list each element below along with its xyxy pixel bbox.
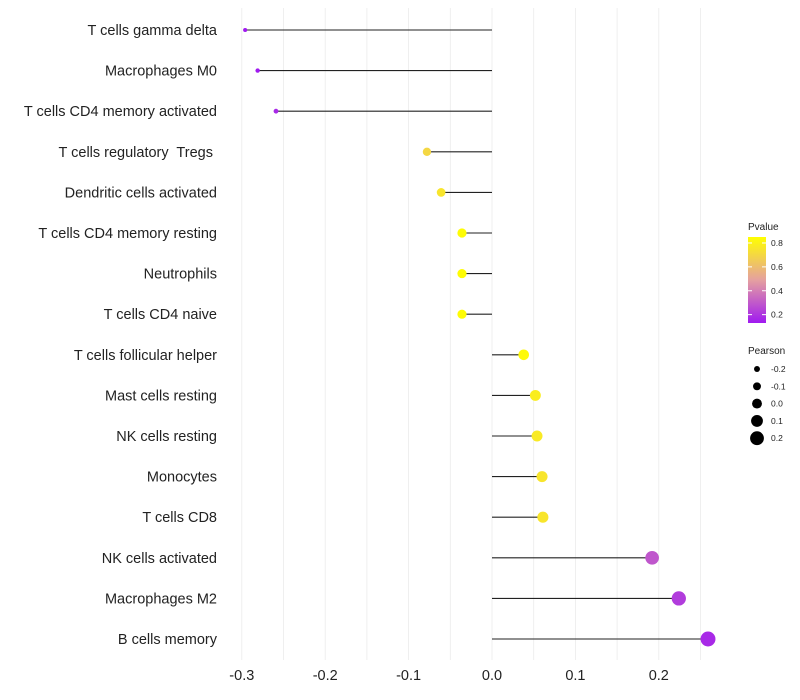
data-point [700,631,716,647]
category-label: T cells CD4 memory activated [24,104,217,120]
colorbar-tick-label: 0.4 [771,286,783,296]
data-point [537,511,549,523]
size-legend-label: -0.1 [771,381,786,391]
category-label: Monocytes [147,470,217,486]
stems [245,29,709,640]
data-point [255,68,260,73]
x-tick-label: -0.3 [229,668,254,684]
category-labels: T cells gamma delta Macrophages M0 T cells… [24,23,218,648]
data-point [518,349,530,361]
pearson-legend: Pearson -0.2 -0.1 0.0 0.1 0.2 [748,346,786,446]
category-label: Dendritic cells activated [65,185,217,201]
size-legend-label: -0.2 [771,364,786,374]
colorbar-tick-label: 0.2 [771,310,783,320]
data-point [529,389,541,401]
grid-lines [241,8,701,660]
points [243,27,716,647]
data-point [436,188,446,197]
category-label: T cells gamma delta [88,23,218,39]
data-point [457,269,467,279]
size-legend-dot [752,398,762,409]
data-point [531,430,543,442]
x-tick-label: -0.2 [313,668,338,684]
data-point [457,228,467,238]
category-label: B cells memory [118,632,218,648]
size-legend-dot [754,366,760,372]
category-label: T cells CD4 naive [104,307,217,323]
x-axis-ticks: -0.3 -0.2 -0.1 0.0 0.1 0.2 [229,668,669,684]
size-legend-label: 0.1 [771,416,783,426]
size-legend-label: 0.0 [771,399,783,409]
pvalue-legend: Pvalue 0.2 0.4 0.6 0.8 [748,222,783,323]
x-tick-label: 0.1 [565,668,585,684]
category-label: Mast cells resting [105,388,217,404]
category-label: Neutrophils [144,267,217,283]
data-point [536,471,548,483]
pvalue-legend-title: Pvalue [748,222,779,233]
data-point [645,550,659,565]
x-tick-label: 0.2 [649,668,669,684]
size-legend-dot [750,431,764,446]
data-point [243,27,248,33]
x-tick-label: 0.0 [482,668,502,684]
category-label: T cells CD8 [142,510,217,526]
pearson-legend-title: Pearson [748,346,785,357]
colorbar-tick-label: 0.6 [771,262,783,272]
category-label: T cells CD4 memory resting [38,226,217,242]
category-label: NK cells activated [102,551,217,567]
data-point [273,108,279,114]
data-point [422,147,432,156]
data-point [671,591,686,606]
category-label: NK cells resting [116,429,217,445]
pvalue-colorbar [748,237,766,323]
category-label: T cells follicular helper [74,348,217,364]
size-legend-dot [753,382,761,391]
x-tick-label: -0.1 [396,668,421,684]
colorbar-tick-label: 0.8 [771,238,783,248]
category-label: T cells regulatory Tregs [59,145,218,161]
data-point [457,309,467,319]
size-legend-dot [751,414,763,427]
category-label: Macrophages M2 [105,591,217,607]
category-label: Macrophages M0 [105,64,217,80]
size-legend-label: 0.2 [771,433,783,443]
